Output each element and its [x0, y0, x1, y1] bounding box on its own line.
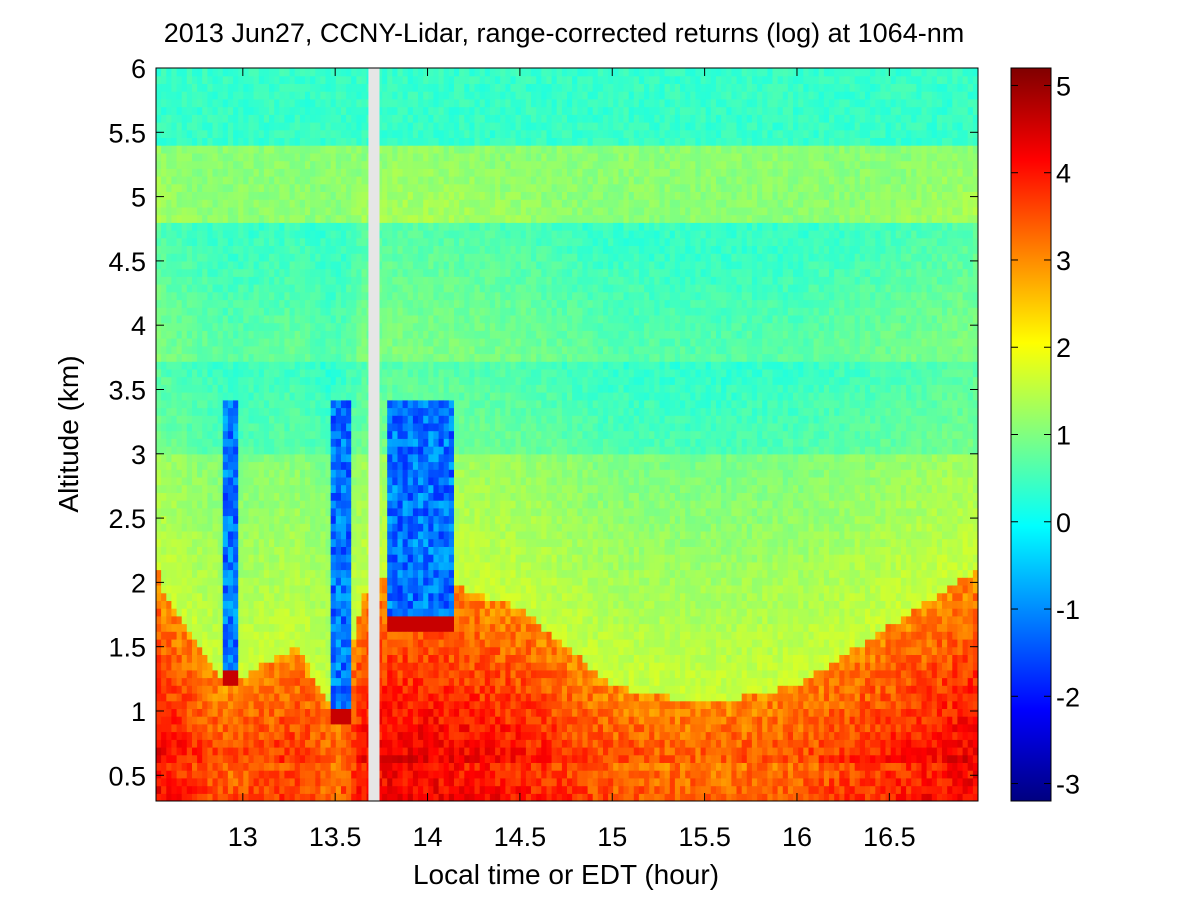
y-axis: 0.5 1 1.5 2 2.5 3 3.5 4 4.5 5 5.5 6: [108, 54, 978, 791]
data-gap-stripe: [368, 68, 380, 801]
x-axis: 13 13.5 14 14.5 15 15.5 16 16.5: [228, 68, 916, 852]
colorbar-tick-label: 4: [1056, 159, 1071, 189]
y-tick-label: 1.5: [108, 633, 146, 663]
heatmap-cells: [156, 68, 978, 801]
y-tick-label: 1: [131, 697, 146, 727]
x-axis-label: Local time or EDT (hour): [413, 859, 719, 890]
heatmap-cell-group: [156, 68, 978, 801]
colorbar-tick-label: 3: [1056, 246, 1071, 276]
colorbar-tick-label: -2: [1056, 682, 1080, 712]
colorbar-tick-label: 2: [1056, 333, 1071, 363]
y-tick-label: 0.5: [108, 761, 146, 791]
y-tick-label: 2: [131, 568, 146, 598]
x-tick-label: 15: [597, 822, 627, 852]
y-tick-label: 3.5: [108, 375, 146, 405]
heatmap-plot-area: [155, 67, 979, 802]
y-tick-label: 5: [131, 183, 146, 213]
colorbar: -3 -2 -1 0 1 2 3 4 5: [1010, 67, 1080, 802]
x-tick-label: 16.5: [863, 822, 916, 852]
x-tick-label: 13: [228, 822, 258, 852]
chart-title: 2013 Jun27, CCNY-Lidar, range-corrected …: [164, 18, 964, 48]
x-tick-label: 14: [413, 822, 443, 852]
colorbar-tick-label: -3: [1056, 770, 1080, 800]
x-tick-label: 16: [782, 822, 812, 852]
y-tick-label: 6: [131, 54, 146, 84]
colorbar-tick-label: 0: [1056, 508, 1071, 538]
x-tick-label: 14.5: [494, 822, 547, 852]
y-tick-label: 4.5: [108, 247, 146, 277]
y-tick-label: 4: [131, 311, 146, 341]
y-tick-label: 2.5: [108, 504, 146, 534]
colorbar-tick-label: 5: [1056, 71, 1071, 101]
y-axis-label: Altitude (km): [53, 355, 84, 512]
x-tick-label: 15.5: [678, 822, 731, 852]
y-tick-label: 5.5: [108, 118, 146, 148]
colorbar-ticks: -3 -2 -1 0 1 2 3 4 5: [1011, 71, 1080, 800]
y-tick-label: 3: [131, 440, 146, 470]
colorbar-tick-label: 1: [1056, 421, 1071, 451]
colorbar-frame: [1010, 67, 1052, 802]
plot-frame: [155, 67, 979, 802]
x-tick-label: 13.5: [309, 822, 362, 852]
colorbar-tick-label: -1: [1056, 595, 1080, 625]
